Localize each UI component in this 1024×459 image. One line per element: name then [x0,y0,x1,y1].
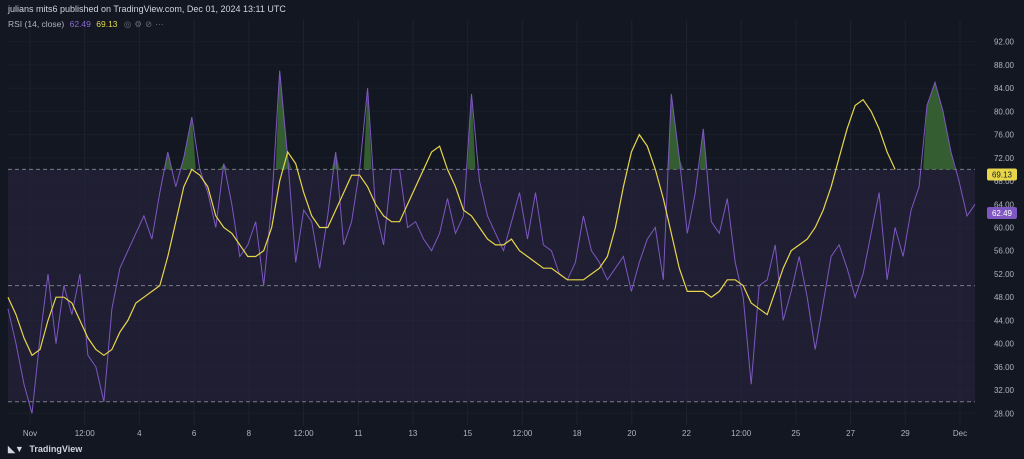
y-tick-label: 64.00 [994,200,1015,209]
y-tick-label: 48.00 [994,293,1015,302]
x-tick-label: 18 [573,429,582,438]
publish-header: julians mits6 published on TradingView.c… [8,4,286,14]
x-tick-label: 6 [192,429,197,438]
y-tick-label: 72.00 [994,154,1015,163]
x-tick-label: 13 [408,429,417,438]
ma-value-badge-bg [987,168,1017,181]
x-tick-label: 20 [627,429,636,438]
rsi-value-badge-bg [987,207,1017,220]
ma-value: 69.13 [96,19,118,29]
y-tick-label: 28.00 [994,409,1015,418]
x-tick-label: 12:00 [75,429,96,438]
rsi-series-line [7,70,976,414]
x-tick-label: 12:00 [731,429,752,438]
y-tick-label: 68.00 [994,177,1015,186]
overbought-fill [179,117,196,170]
x-tick-label: 15 [463,429,472,438]
overbought-fill [699,128,708,170]
rsi-value: 62.49 [69,19,91,29]
y-tick-label: 36.00 [994,363,1015,372]
x-tick-label: 25 [791,429,800,438]
y-tick-label: 88.00 [994,61,1015,70]
eye-icon[interactable]: ◎ [123,19,135,29]
x-tick-label: 11 [354,429,363,438]
legend-icons[interactable]: ◎⚙⊘⋯ [124,19,167,29]
x-tick-label: Dec [953,429,967,438]
value-badges: 69.13 62.49 [987,168,1017,220]
indicator-name: RSI (14, close) [8,19,65,29]
x-tick-label: 22 [682,429,691,438]
x-tick-label: 4 [137,429,142,438]
x-tick-label: 29 [901,429,910,438]
x-axis-ticks: Nov 12:00 4 6 8 12:00 11 13 15 12:00 18 20 22 12:00 25… [23,429,967,438]
y-tick-label: 56.00 [994,247,1015,256]
ma-series-line [7,98,896,357]
x-tick-label: 12:00 [294,429,315,438]
brand-footer[interactable]: ◣▼ TradingView [8,444,82,455]
x-tick-label: 12:00 [512,429,533,438]
overbought-fills [163,70,955,170]
overbought-fill [923,82,955,170]
y-tick-label: 92.00 [994,38,1015,47]
more-icon[interactable]: ⋯ [155,19,167,29]
x-tick-label: Nov [23,429,37,438]
brand-name: TradingView [29,444,83,454]
y-tick-label: 60.00 [994,224,1015,233]
settings-icon[interactable]: ⚙ [134,19,145,29]
overbought-fill [363,88,372,170]
y-tick-label: 80.00 [994,107,1015,116]
y-tick-label: 32.00 [994,386,1015,395]
y-axis-ticks: 92.00 88.00 84.00 80.00 76.00 72.00 68.00 64.00… [994,38,1015,419]
y-tick-label: 44.00 [994,316,1015,325]
x-tick-label: 8 [247,429,252,438]
x-tick-label: 27 [846,429,855,438]
y-tick-label: 84.00 [994,84,1015,93]
overbought-fill [467,93,476,170]
y-tick-label: 52.00 [994,270,1015,279]
overbought-fill [275,70,292,170]
ma-value-badge: 69.13 [992,170,1013,179]
rsi-value-badge: 62.49 [992,209,1013,218]
overbought-fill [163,152,172,170]
overbought-fill [667,93,684,170]
y-tick-label: 76.00 [994,131,1015,140]
y-tick-label: 40.00 [994,340,1015,349]
tradingview-logo-icon: ◣▼ [8,444,24,454]
close-icon[interactable]: ⊘ [144,19,156,29]
indicator-legend[interactable]: RSI (14, close) 62.49 69.13 ◎⚙⊘⋯ [8,19,167,30]
